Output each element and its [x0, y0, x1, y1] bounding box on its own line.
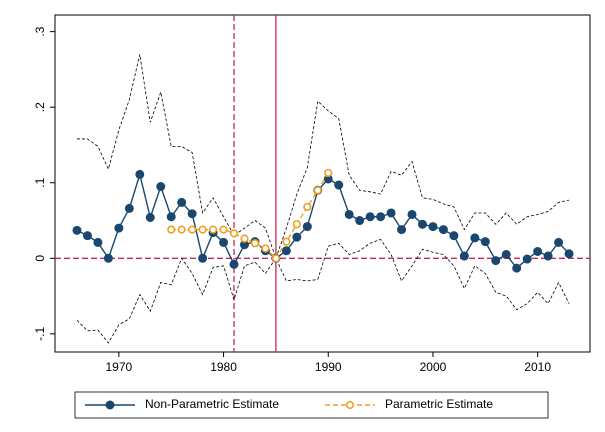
point: [135, 169, 145, 179]
point: [187, 209, 197, 219]
y-tick-label: .1: [33, 177, 47, 187]
point: [177, 225, 186, 234]
point: [417, 219, 427, 229]
point: [198, 253, 208, 263]
point: [501, 250, 511, 260]
series-line: [171, 172, 329, 260]
x-tick-label: 2000: [420, 360, 447, 374]
point: [449, 231, 459, 241]
legend-marker: [105, 400, 115, 410]
point: [177, 197, 187, 207]
point: [292, 220, 301, 229]
point: [512, 263, 522, 273]
x-tick-label: 1990: [315, 360, 342, 374]
point: [543, 251, 553, 261]
point: [302, 222, 312, 232]
point: [188, 225, 197, 234]
point: [240, 234, 249, 243]
point: [344, 209, 354, 219]
point: [313, 186, 322, 195]
point: [459, 251, 469, 261]
point: [208, 225, 218, 234]
point: [355, 216, 365, 226]
point: [166, 212, 176, 222]
point: [271, 254, 281, 263]
point: [156, 182, 166, 192]
point: [82, 231, 92, 241]
point: [303, 202, 312, 212]
point: [219, 237, 229, 247]
ci-upper: [76, 54, 570, 260]
point: [72, 225, 82, 235]
point: [167, 225, 176, 234]
point: [93, 237, 103, 247]
y-tick-label: 0: [33, 255, 47, 262]
point: [564, 249, 574, 259]
point: [229, 259, 239, 269]
point: [397, 225, 407, 235]
point: [334, 180, 344, 190]
point: [438, 225, 448, 235]
point: [103, 253, 113, 263]
point: [229, 229, 239, 238]
x-tick-label: 2010: [524, 360, 551, 374]
legend-label: Parametric Estimate: [385, 397, 493, 411]
point: [124, 203, 134, 213]
point: [281, 246, 291, 256]
y-tick-label: .2: [33, 102, 47, 112]
point: [522, 254, 532, 264]
y-tick-label: .3: [33, 26, 47, 36]
point: [554, 237, 564, 247]
point: [282, 237, 291, 246]
point: [365, 212, 375, 222]
point: [407, 209, 417, 219]
point: [198, 225, 207, 234]
point: [324, 168, 333, 178]
point: [219, 225, 228, 234]
legend-label: Non-Parametric Estimate: [145, 397, 279, 411]
point: [114, 223, 124, 233]
legend-box: [74, 391, 549, 419]
point: [470, 233, 480, 243]
point: [428, 222, 438, 232]
point: [292, 232, 302, 242]
point: [250, 239, 260, 248]
ci-lower: [76, 238, 570, 344]
point: [386, 208, 396, 218]
point: [533, 247, 543, 257]
x-tick-label: 1980: [210, 360, 237, 374]
legend-marker: [345, 400, 355, 410]
point: [261, 244, 270, 253]
point: [480, 237, 490, 247]
point: [376, 212, 386, 222]
point: [145, 213, 155, 223]
x-tick-label: 1970: [106, 360, 133, 374]
y-tick-label: -.1: [33, 327, 47, 341]
point: [491, 256, 501, 266]
